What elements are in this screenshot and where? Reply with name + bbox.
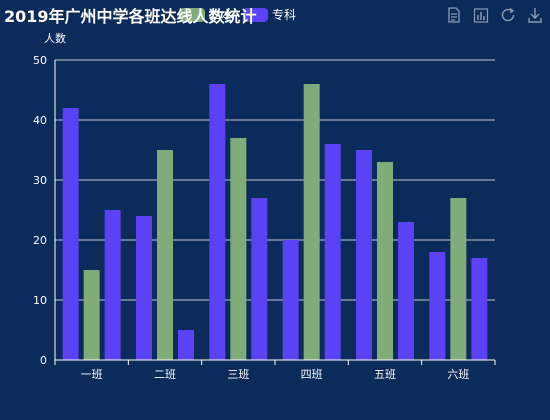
download-icon[interactable] [526, 6, 544, 24]
x-tick-label: 二班 [154, 368, 176, 381]
y-tick-label: 50 [33, 54, 47, 67]
bar[interactable] [157, 150, 173, 360]
bar-chart-icon[interactable] [472, 6, 490, 24]
bar[interactable] [83, 270, 100, 360]
legend-label-zhuanke: 专科 [272, 8, 297, 22]
bar[interactable] [377, 162, 393, 360]
bar[interactable] [251, 198, 268, 360]
chart-legend: 二本 专科 [180, 6, 296, 23]
bar[interactable] [303, 84, 320, 360]
axes: 0 10 20 30 40 50 一班 二班 三班 四班 五班 六班 [33, 54, 496, 381]
bar[interactable] [230, 138, 247, 360]
legend-label-erben: 二本 [209, 8, 234, 22]
x-tick-label: 三班 [227, 368, 249, 381]
y-tick-label: 40 [33, 114, 47, 127]
legend-swatch-zhuanke [243, 7, 269, 22]
bar[interactable] [429, 252, 446, 360]
bar[interactable] [398, 222, 414, 360]
bar[interactable] [450, 198, 467, 360]
bar[interactable] [62, 108, 79, 360]
y-tick-label: 30 [33, 174, 47, 187]
x-tick-label: 四班 [301, 368, 323, 381]
chart-toolbox [445, 6, 544, 24]
legend-swatch-erben [180, 7, 205, 22]
bar[interactable] [282, 240, 299, 360]
y-tick-label: 0 [40, 354, 47, 367]
y-tick-label: 10 [33, 294, 47, 307]
bar[interactable] [356, 150, 372, 360]
bar[interactable] [178, 330, 194, 360]
grid-lines [55, 59, 495, 301]
legend-item-zhuanke[interactable]: 专科 [243, 6, 296, 23]
x-tick-label: 五班 [374, 368, 396, 381]
data-view-icon[interactable] [445, 6, 463, 24]
bar[interactable] [136, 216, 152, 360]
bar[interactable] [324, 144, 341, 360]
x-tick-label: 六班 [447, 368, 469, 381]
y-tick-label: 20 [33, 234, 47, 247]
legend-item-erben[interactable]: 二本 [180, 6, 233, 23]
chart-title: 2019年广州中学各班达线人数统计 [4, 7, 257, 26]
bar[interactable] [471, 258, 488, 360]
y-axis-label: 人数 [44, 32, 66, 45]
bars [62, 84, 488, 360]
restore-icon[interactable] [499, 6, 517, 24]
bar[interactable] [104, 210, 121, 360]
bar[interactable] [209, 84, 226, 360]
x-tick-label: 一班 [81, 368, 103, 381]
